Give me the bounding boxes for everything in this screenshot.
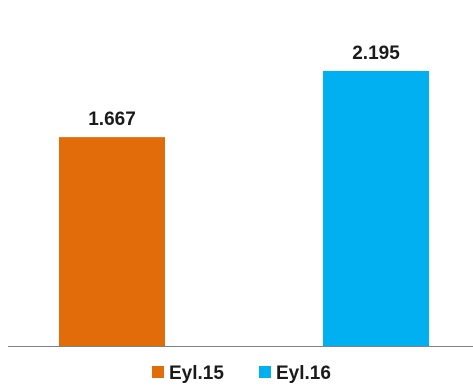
data-label-eyl-16: 2.195 xyxy=(352,43,400,64)
legend-swatch-eyl-16 xyxy=(259,366,271,378)
legend-swatch-eyl-15 xyxy=(152,366,164,378)
legend-label-eyl-16: Eyl.16 xyxy=(276,363,331,384)
legend-label-eyl-15: Eyl.15 xyxy=(169,363,224,384)
bar-eyl-15 xyxy=(59,137,165,346)
data-label-eyl-15: 1.667 xyxy=(88,109,136,130)
legend: Eyl.15 Eyl.16 xyxy=(152,363,331,384)
bars-group xyxy=(59,70,429,346)
data-labels-group: 1.667 2.195 xyxy=(88,43,400,130)
bar-eyl-16 xyxy=(323,70,429,346)
